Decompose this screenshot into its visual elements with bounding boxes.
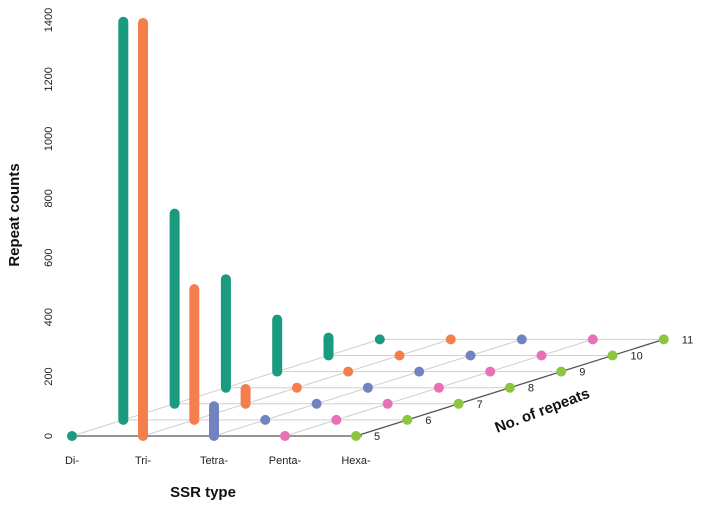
y-tick-label: 400: [43, 308, 55, 326]
repeat-tick-label: 5: [374, 431, 380, 443]
repeat-tick-label: 10: [631, 351, 643, 363]
bar-tri-8: [291, 382, 302, 393]
bar-hexa-6: [402, 414, 413, 425]
y-axis-title: Repeat counts: [6, 163, 23, 266]
bar-tetra-10: [465, 350, 476, 361]
repeat-tick-label: 11: [682, 334, 693, 346]
repeat-tick-label: 7: [477, 399, 483, 411]
repeat-tick-label: 9: [579, 367, 585, 379]
bar-hexa-5: [351, 431, 361, 441]
repeat-tick-labels: 5 6 7 8 9 10 11: [374, 334, 693, 443]
y-tick-label: 1400: [43, 8, 55, 32]
bar-tetra-6: [260, 414, 271, 425]
bars: [67, 16, 669, 441]
bar-penta-10: [536, 350, 547, 361]
bar-tetra-11: [516, 334, 527, 345]
bar-hexa-9: [556, 366, 567, 377]
bar-tetra-8: [362, 382, 373, 393]
y-tick-label: 800: [43, 189, 55, 207]
y-tick-label: 1200: [43, 67, 55, 91]
y-tick-label: 0: [43, 433, 55, 439]
bar-hexa-8: [504, 382, 515, 393]
bar-penta-5: [280, 431, 290, 441]
repeat-tick-label: 8: [528, 383, 534, 395]
x-tick-label: Hexa-: [341, 455, 371, 467]
bar-di-5: [67, 431, 77, 441]
bar-tetra-7: [311, 398, 322, 409]
bar-penta-9: [485, 366, 496, 377]
x-tick-label: Di-: [65, 455, 79, 467]
bar-penta-11: [587, 334, 598, 345]
bar-penta-6: [331, 414, 342, 425]
x-tick-label: Tetra-: [200, 455, 228, 467]
x-axis-title: SSR type: [170, 484, 236, 501]
bar-penta-8: [433, 382, 444, 393]
x-tick-labels: Di- Tri- Tetra- Penta- Hexa-: [65, 455, 371, 467]
bar-hexa-10: [607, 350, 618, 361]
bar-tri-10: [394, 350, 405, 361]
x-tick-label: Penta-: [269, 455, 302, 467]
bar-hexa-7: [453, 398, 464, 409]
y-tick-labels: 0 200 400 600 800 1000 1200 1400: [43, 8, 55, 439]
bar-penta-7: [382, 398, 393, 409]
z-axis-title: No. of repeats: [493, 385, 592, 437]
bar-hexa-11: [658, 334, 669, 345]
bar-tri-9: [343, 366, 354, 377]
repeat-tick-label: 6: [425, 415, 431, 427]
bar-tetra-9: [414, 366, 425, 377]
bar-tri-11: [445, 334, 456, 345]
x-tick-label: Tri-: [135, 455, 151, 467]
y-tick-label: 600: [43, 249, 55, 267]
y-tick-label: 200: [43, 367, 55, 385]
bar-di-11: [374, 334, 385, 345]
y-tick-label: 1000: [43, 127, 55, 151]
